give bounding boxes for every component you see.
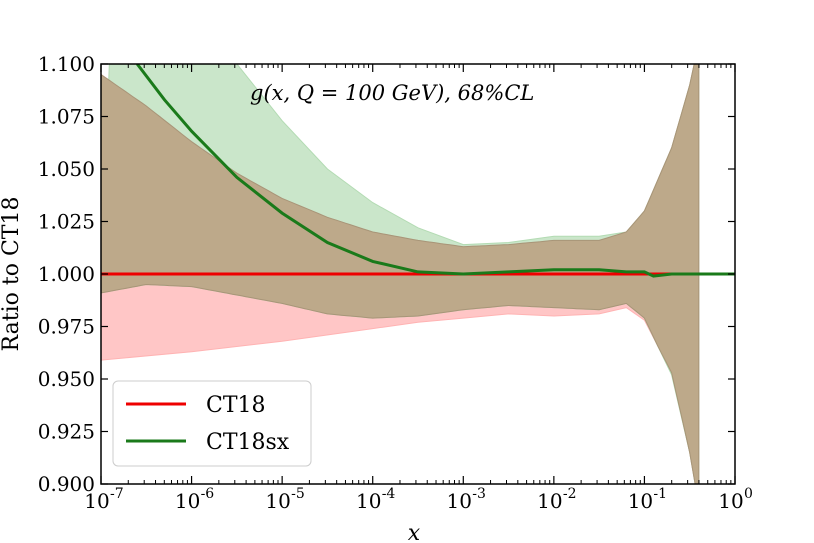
legend-label-ct18sx: CT18sx bbox=[206, 430, 290, 455]
x-tick-label: 10 bbox=[356, 489, 381, 513]
x-tick-exponent: -1 bbox=[653, 486, 667, 502]
x-tick-label: 10 bbox=[537, 489, 562, 513]
y-tick-label: 0.900 bbox=[38, 472, 95, 496]
series-line-ct18sx bbox=[136, 64, 735, 278]
x-tick-exponent: -5 bbox=[291, 486, 305, 502]
y-tick-label: 1.050 bbox=[38, 157, 95, 181]
chart-title-annotation: g(x, Q = 100 GeV), 68%CL bbox=[250, 81, 534, 105]
x-tick-label: 10 bbox=[447, 489, 472, 513]
y-tick-label: 1.025 bbox=[38, 210, 95, 234]
x-tick-exponent: 0 bbox=[744, 486, 753, 502]
y-tick-label: 1.000 bbox=[38, 262, 95, 286]
x-tick-exponent: -4 bbox=[382, 486, 396, 502]
y-tick-label: 0.950 bbox=[38, 367, 95, 391]
x-tick-label: 10 bbox=[84, 489, 109, 513]
legend: CT18 CT18sx bbox=[112, 380, 312, 467]
x-axis-title: x bbox=[408, 521, 421, 543]
x-tick-exponent: -2 bbox=[563, 486, 577, 502]
x-tick-label: 10 bbox=[175, 489, 200, 513]
y-axis-title: Ratio to CT18 bbox=[0, 197, 24, 352]
x-tick-exponent: -6 bbox=[201, 486, 215, 502]
x-tick-exponent: -3 bbox=[472, 486, 486, 502]
x-tick-label: 10 bbox=[265, 489, 290, 513]
y-tick-label: 1.100 bbox=[38, 52, 95, 76]
x-tick-label: 10 bbox=[718, 489, 743, 513]
legend-frame bbox=[112, 380, 312, 467]
legend-label-ct18: CT18 bbox=[206, 393, 266, 418]
x-tick-exponent: -7 bbox=[110, 486, 124, 502]
y-tick-label: 0.925 bbox=[38, 420, 95, 444]
y-tick-label: 0.975 bbox=[38, 315, 95, 339]
x-tick-label: 10 bbox=[628, 489, 653, 513]
y-tick-label: 1.075 bbox=[38, 105, 95, 129]
